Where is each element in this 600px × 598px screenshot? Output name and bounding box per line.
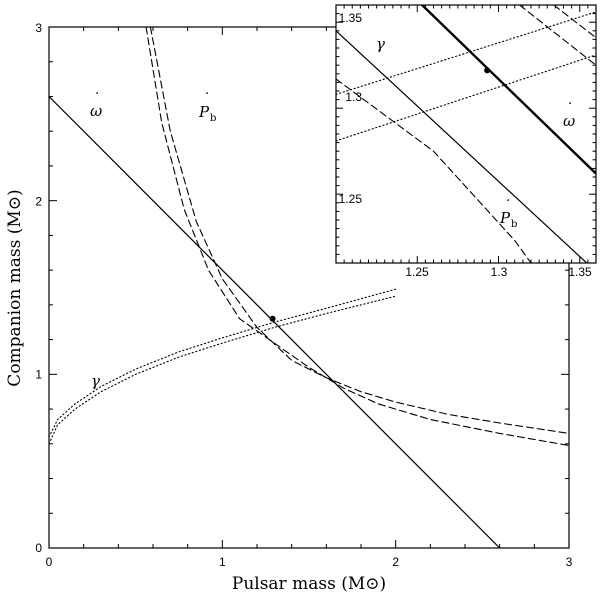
inset-y-tick-label-2: 1.35 xyxy=(339,11,363,25)
x-tick-label-1: 1 xyxy=(219,555,226,569)
main-curves xyxy=(49,27,569,548)
label-omega: ω xyxy=(90,102,102,120)
inset-label-pb-sub: b xyxy=(511,219,517,230)
label-pb-dot: ˙ xyxy=(202,90,210,108)
inset-Pb-dot-upper-curve xyxy=(519,5,596,66)
main-Pb-dot-upper-curve xyxy=(149,27,569,434)
inset-gamma-upper-curve xyxy=(336,11,596,95)
y-tick-label-3: 3 xyxy=(35,21,42,35)
main-solution-point xyxy=(269,315,276,322)
inset-Pb-dot-middle-curve xyxy=(553,5,596,39)
x-tick-label-0: 0 xyxy=(46,555,53,569)
x-tick-label-3: 3 xyxy=(566,555,573,569)
main-gamma-upper-curve xyxy=(49,288,397,438)
inset-curves xyxy=(336,5,596,263)
y-tick-label-1: 1 xyxy=(35,368,42,382)
main-Pb-dot-lower-curve xyxy=(145,27,569,447)
inset-y-tick-label-0: 1.25 xyxy=(339,192,363,206)
y-tick-label-0: 0 xyxy=(35,541,42,555)
main-gamma-lower-curve xyxy=(49,295,397,445)
inset-gamma-lower-curve xyxy=(336,54,596,142)
inset-gamma-eq-line-curve xyxy=(336,30,588,263)
inset-plot-frame xyxy=(335,4,597,264)
x-tick-label-2: 2 xyxy=(392,555,399,569)
y-tick-label-2: 2 xyxy=(35,194,42,208)
inset-label-pb-dot: ˙ xyxy=(503,197,511,215)
inset-y-tick-label-1: 1.3 xyxy=(345,90,362,104)
inset-omega-dot-curve xyxy=(420,5,596,175)
inset-label-pb: P xyxy=(499,209,511,227)
inset-label-omega-dot: ˙ xyxy=(565,100,573,118)
main-plot-frame xyxy=(48,26,570,549)
label-omega-dot: ˙ xyxy=(92,90,100,108)
inset-solution-point xyxy=(484,67,491,74)
inset-x-tick-label-1: 1.3 xyxy=(491,265,508,279)
inset-background xyxy=(336,5,596,263)
label-gamma: γ xyxy=(91,372,100,390)
inset-label-gamma: γ xyxy=(376,35,385,53)
inset-Pb-dot-lower-curve xyxy=(336,78,532,263)
y-axis-label: Companion mass (M⊙) xyxy=(5,189,25,386)
label-pb-sub: b xyxy=(210,113,216,124)
x-axis-label: Pulsar mass (M⊙) xyxy=(232,574,386,594)
inset-x-tick-label-0: 1.25 xyxy=(405,265,429,279)
label-pb: P xyxy=(198,103,210,121)
inset-label-omega: ω xyxy=(563,112,575,130)
inset-x-tick-label-2: 1.35 xyxy=(568,265,592,279)
